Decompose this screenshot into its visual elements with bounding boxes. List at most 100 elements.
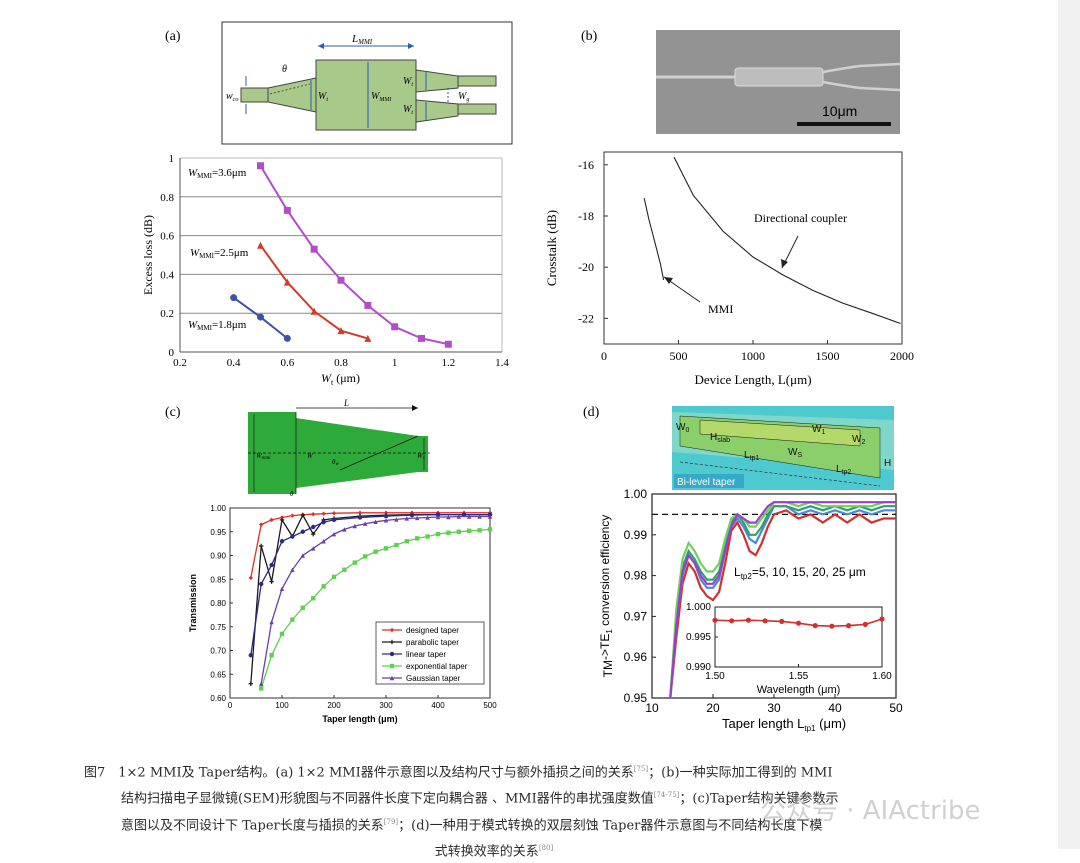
data-point [257,313,264,321]
data-point [311,524,316,530]
y-tick-label: 0.8 [160,192,174,204]
mmi-body [315,59,417,131]
x-tick-label: 0.4 [227,357,241,369]
y-tick-label: 0.2 [160,308,174,320]
data-point [461,512,467,517]
data-point [283,206,291,214]
legend-marker [389,651,395,657]
y-tick-label: 0.90 [210,552,226,561]
data-point [357,510,363,515]
data-point [383,518,389,523]
data-point [290,617,295,622]
chart-transmission: 0 100 200 300 400 500 0.60 0.65 0.70 0.75 0.80 0.85… [188,504,497,724]
inset-data-point [745,617,752,623]
y-tick-label: 0.98 [624,569,648,583]
inset-x-tick-label: 1.50 [705,671,725,682]
x-tick-label: 1.4 [495,357,509,369]
data-point [259,681,264,686]
data-point [331,517,337,523]
label-hslab: Hslab [710,432,730,444]
x-tick-label: 400 [431,701,445,710]
inset-data-point [712,617,718,623]
chart-crosstalk: 0 500 1000 1500 2000 -16 -18 -20 -22 Device Lengt… [544,151,914,387]
y-tick-label: 0.97 [624,609,648,623]
legend-label: linear taper [406,650,446,659]
label-ltp1: Ltp1 [744,450,759,462]
data-point [394,542,399,548]
inset-y-tick-label: 0.990 [686,662,711,673]
x-tick-label: 100 [275,701,289,710]
x-tick-label: 0 [601,349,607,363]
data-point [269,619,274,625]
inset-data-point [779,618,785,625]
series-line [259,244,369,340]
data-point [337,327,345,335]
taper-schematic: L Wmmi W θw Ws θ [248,398,430,498]
data-point [290,567,295,572]
data-point [363,554,368,559]
data-point [300,512,305,518]
annotation-directional-coupler: Directional coupler [754,211,847,225]
label-w-t-top: Wt [403,76,413,88]
y-tick-label: 0.80 [210,599,226,608]
legend-label: Gaussian taper [406,674,461,683]
data-point [331,531,337,537]
x-tick-label: 300 [379,701,393,710]
x-tick-label: 0.2 [173,357,187,369]
data-point [477,528,482,533]
x-tick-label: 1000 [741,349,765,363]
legend-marker [389,639,395,645]
data-point [342,567,347,572]
y-tick-label: 0.75 [210,623,226,632]
data-point [446,530,451,535]
data-point [456,529,461,534]
x-tick-label: 200 [327,701,341,710]
data-point [487,527,493,532]
x-axis-label: Wt (μm) [321,371,360,387]
data-point [342,527,347,532]
x-tick-label: 30 [767,701,781,715]
x-tick-label: 1500 [816,349,840,363]
inset-y-tick-label: 1.000 [686,602,711,613]
x-tick-label: 500 [670,349,688,363]
label-w-t-bottom: Wt [403,104,413,116]
data-point [331,574,337,580]
series-annotation: Ltp2=5, 10, 15, 20, 25 μm [734,565,866,581]
data-point [259,686,264,691]
scale-bar-label: 10μm [822,103,857,119]
y-tick-label: -22 [578,311,594,325]
label-w-mmi: Wmmi [256,452,271,461]
series-line [669,501,896,699]
y-tick-label: 0.96 [624,650,648,664]
label-theta-bottom: θ [290,490,294,498]
data-point [269,562,274,568]
data-point [230,294,238,302]
data-point [394,517,399,522]
data-point [391,323,399,331]
data-point [446,514,451,520]
y-axis-label: Crosstalk (dB) [544,210,559,286]
chart-conversion-efficiency: 10 20 30 40 50 0.95 0.96 0.97 0.98 0.99 1.00 Taper … [598,487,903,733]
arrowhead [664,277,673,284]
inset-data-point [829,623,835,629]
series-line [669,501,896,699]
data-point [257,241,264,249]
data-point [279,631,285,637]
data-point [300,529,305,534]
label-W: W [307,452,314,460]
series-label: WMMI=1.8μm [188,319,247,332]
data-point [248,575,253,581]
data-point [409,512,415,518]
x-tick-label: 50 [889,701,903,715]
data-point [435,512,441,517]
label-w-g: Wg [458,91,469,103]
legend-box [375,621,485,685]
label-w1: W1 [812,424,825,436]
data-point [383,510,389,515]
y-tick-label: 0.85 [210,575,226,584]
panel-label-d: (d) [583,405,600,420]
data-point [279,586,285,591]
x-tick-label: 0 [228,701,233,710]
